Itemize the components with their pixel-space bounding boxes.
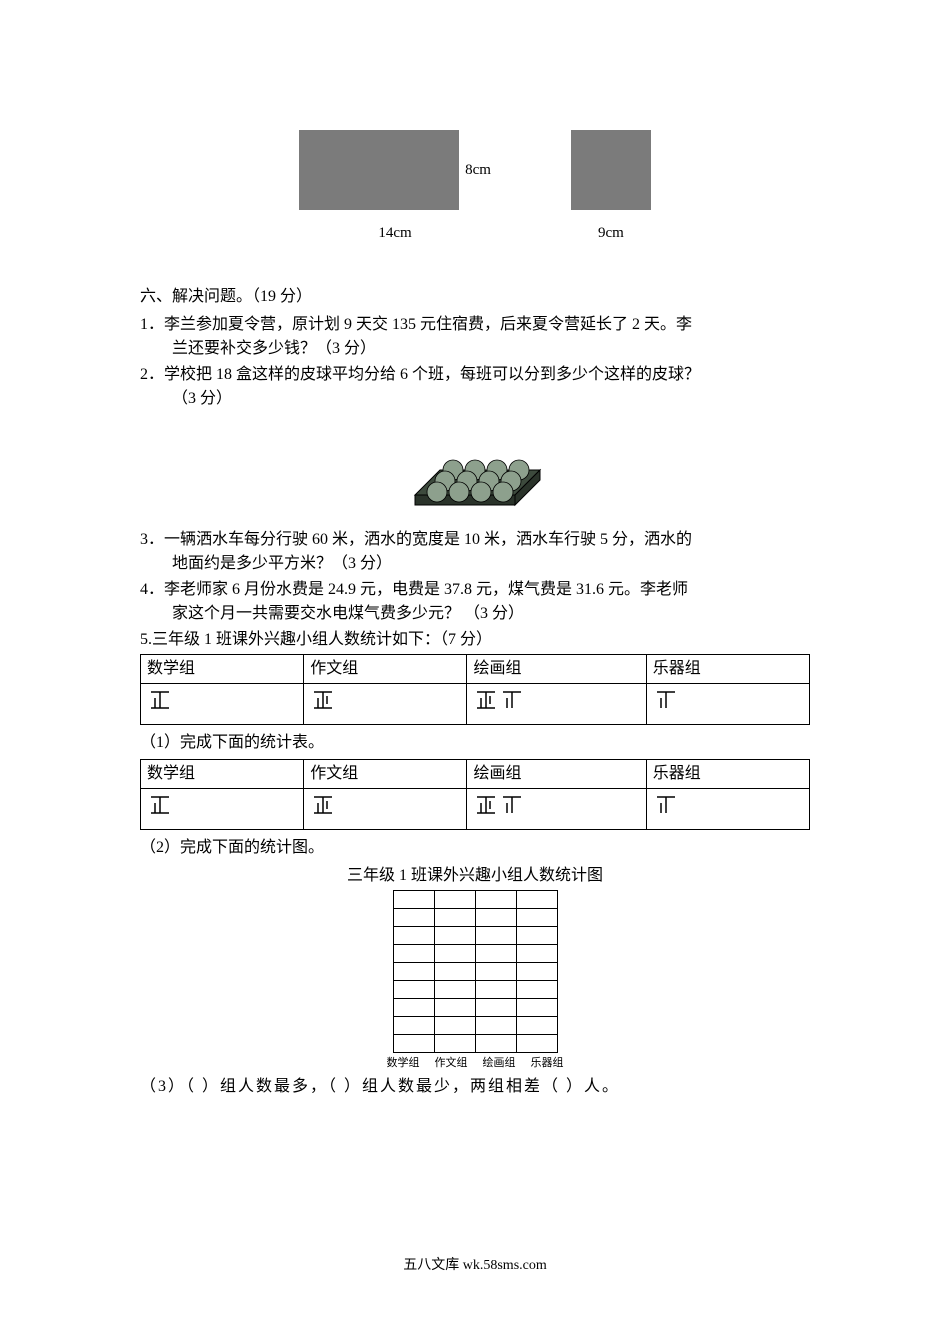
rect-shape-2 — [571, 130, 651, 210]
q4-text-cont: 家这个月一共需要交水电煤气费多少元？ （3 分） — [140, 605, 524, 622]
th2-music: 乐器组 — [646, 759, 809, 788]
tally2-music — [646, 788, 809, 829]
tally-music-mark — [653, 686, 683, 714]
tally-math — [141, 683, 304, 724]
q2-text: 2．学校把 18 盒这样的皮球平均分给 6 个班，每班可以分到多少个这样的皮球？ — [140, 366, 700, 383]
ball-box-figure — [140, 415, 810, 518]
tally-essay-mark — [310, 686, 340, 714]
ball-box-svg — [405, 415, 545, 510]
rect1-width-label: 14cm — [299, 222, 491, 245]
tally-draw-mark — [473, 686, 527, 714]
tally2-math — [141, 788, 304, 829]
q1-text: 1．李兰参加夏令营，原计划 9 天交 135 元住宿费，后来夏令营延长了 2 天… — [140, 316, 692, 333]
question-4: 4．李老师家 6 月份水费是 24.9 元，电费是 37.8 元，煤气费是 31… — [140, 578, 810, 626]
q3-text: 3．一辆洒水车每分行驶 60 米，洒水的宽度是 10 米，洒水车行驶 5 分，洒… — [140, 531, 692, 548]
chart-title: 三年级 1 班课外兴趣小组人数统计图 — [140, 864, 810, 888]
tally-essay — [304, 683, 467, 724]
bar-chart-grid: 数学组 作文组 绘画组 乐器组 — [140, 890, 810, 1072]
th2-math: 数学组 — [141, 759, 304, 788]
tally2-header-row: 数学组 作文组 绘画组 乐器组 — [141, 759, 810, 788]
tally-header-row: 数学组 作文组 绘画组 乐器组 — [141, 654, 810, 683]
tally-table-source: 数学组 作文组 绘画组 乐器组 — [140, 654, 810, 725]
rect1-height-label: 8cm — [465, 159, 491, 182]
tally-table-answer: 数学组 作文组 绘画组 乐器组 — [140, 759, 810, 830]
tally-math-mark — [147, 686, 177, 714]
tally2-essay — [304, 788, 467, 829]
rectangle-14x8: 8cm 14cm — [299, 130, 491, 245]
axis-essay: 作文组 — [432, 1055, 470, 1072]
chart-grid-table — [393, 890, 558, 1053]
tally2-data-row — [141, 788, 810, 829]
th-music: 乐器组 — [646, 654, 809, 683]
section-6-heading: 六、解决问题。（19 分） — [140, 285, 810, 309]
dimension-figures: 8cm 14cm 9cm — [140, 130, 810, 245]
tally-data-row — [141, 683, 810, 724]
axis-math: 数学组 — [384, 1055, 422, 1072]
page-footer: 五八文库 wk.58sms.com — [0, 1254, 950, 1274]
q3-text-cont: 地面约是多少平方米？（3 分） — [140, 555, 392, 572]
tally2-draw — [467, 788, 646, 829]
question-5-intro: 5.三年级 1 班课外兴趣小组人数统计如下：（7 分） — [140, 628, 810, 652]
q2-text-cont: （3 分） — [140, 390, 232, 407]
th-essay: 作文组 — [304, 654, 467, 683]
tally-music — [646, 683, 809, 724]
rect2-width-label: 9cm — [571, 222, 651, 245]
th2-draw: 绘画组 — [467, 759, 646, 788]
q5-sub3: （3）（ ）组人数最多，（ ）组人数最少，两组相差（ ）人。 — [140, 1075, 810, 1099]
chart-axis-labels: 数学组 作文组 绘画组 乐器组 — [140, 1055, 810, 1072]
tally-draw — [467, 683, 646, 724]
axis-draw: 绘画组 — [480, 1055, 518, 1072]
rect-shape-1 — [299, 130, 459, 210]
question-1: 1．李兰参加夏令营，原计划 9 天交 135 元住宿费，后来夏令营延长了 2 天… — [140, 313, 810, 361]
q5-sub2: （2）完成下面的统计图。 — [140, 836, 810, 860]
th-draw: 绘画组 — [467, 654, 646, 683]
rectangle-9: 9cm — [571, 130, 651, 245]
q4-text: 4．李老师家 6 月份水费是 24.9 元，电费是 37.8 元，煤气费是 31… — [140, 581, 688, 598]
th-math: 数学组 — [141, 654, 304, 683]
question-2: 2．学校把 18 盒这样的皮球平均分给 6 个班，每班可以分到多少个这样的皮球？… — [140, 363, 810, 411]
q1-text-cont: 兰还要补交多少钱？（3 分） — [140, 340, 376, 357]
axis-music: 乐器组 — [528, 1055, 566, 1072]
q5-sub1: （1）完成下面的统计表。 — [140, 731, 810, 755]
question-3: 3．一辆洒水车每分行驶 60 米，洒水的宽度是 10 米，洒水车行驶 5 分，洒… — [140, 528, 810, 576]
th2-essay: 作文组 — [304, 759, 467, 788]
